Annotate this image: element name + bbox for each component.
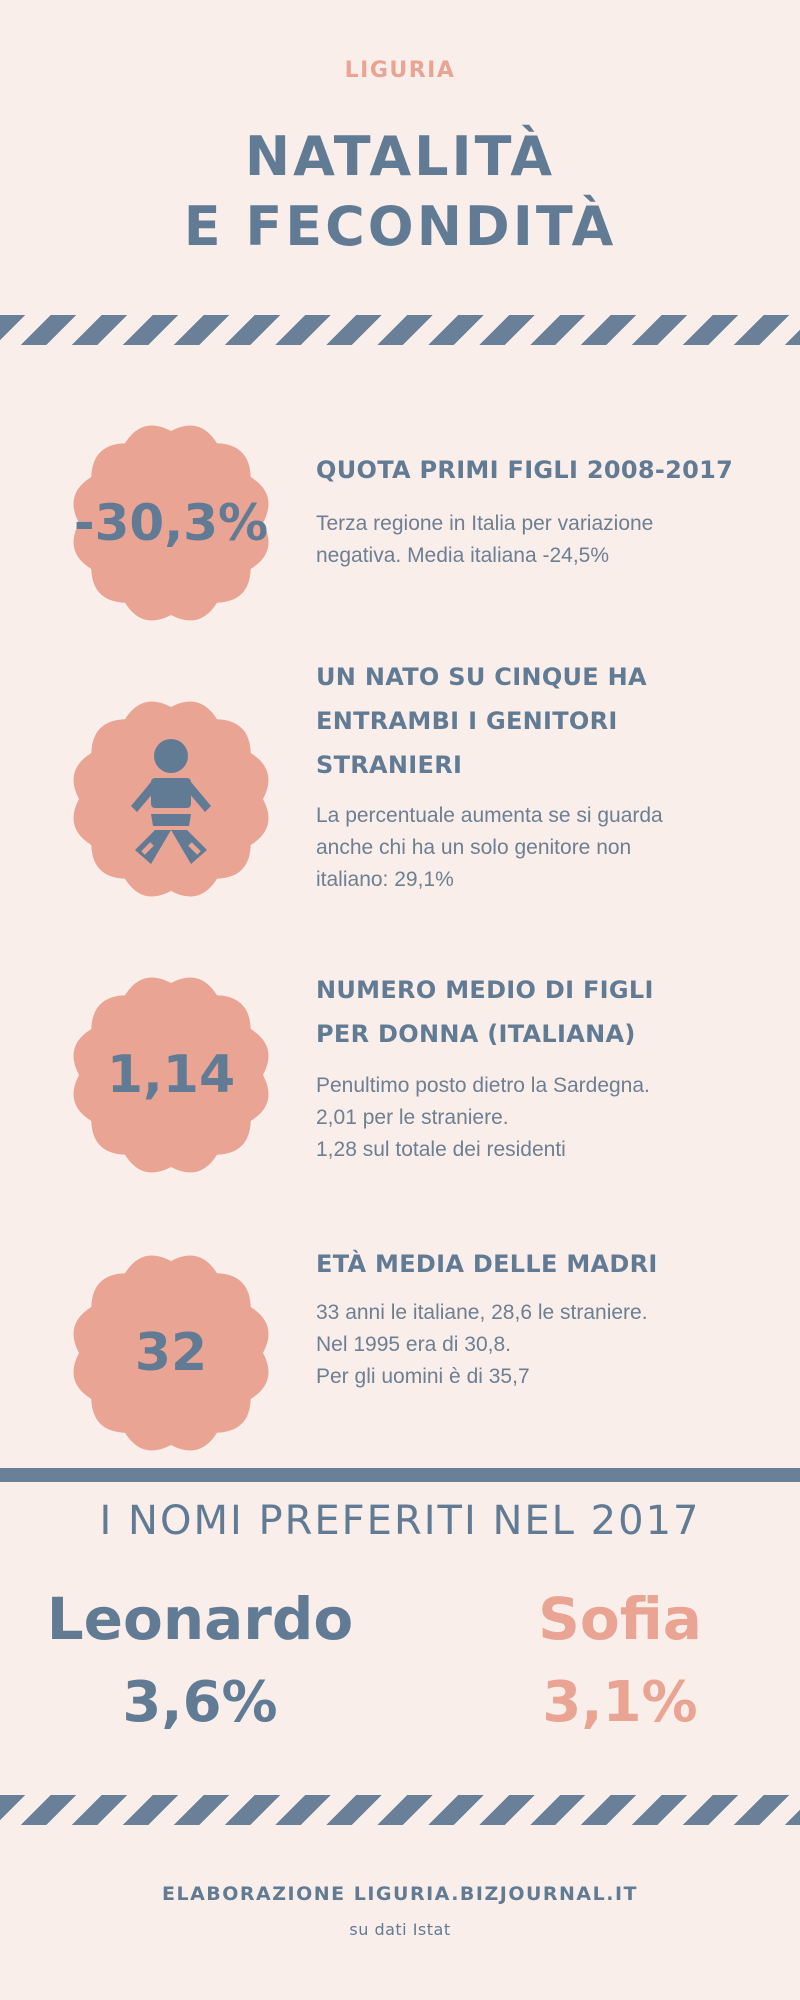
stat-title: NUMERO MEDIO DI FIGLI PER DONNA (ITALIAN… bbox=[316, 968, 776, 1056]
page-title-line-2: E FECONDITÀ bbox=[183, 195, 617, 258]
stat-description: Penultimo posto dietro la Sardegna. 2,01… bbox=[316, 1070, 776, 1166]
stat-description-line: anche chi ha un solo genitore non bbox=[316, 836, 632, 859]
scalloped-badge-shape bbox=[73, 977, 269, 1173]
stat-title-line: QUOTA PRIMI FIGLI 2008-2017 bbox=[316, 456, 734, 484]
male-name-percentage: 3,6% bbox=[122, 1670, 278, 1735]
baby-icon bbox=[131, 739, 211, 864]
stat-title: UN NATO SU CINQUE HA ENTRAMBI I GENITORI… bbox=[316, 655, 776, 787]
region-label: LIGURIA bbox=[344, 58, 456, 83]
stat-title-line: PER DONNA (ITALIANA) bbox=[316, 1020, 636, 1048]
stat-description-line: 2,01 per le straniere. bbox=[316, 1106, 509, 1129]
footer-credit: ELABORAZIONE LIGURIA.BIZJOURNAL.IT bbox=[162, 1883, 638, 1905]
names-heading: I NOMI PREFERITI NEL 2017 bbox=[99, 1498, 701, 1544]
stat-badge-value: 32 bbox=[134, 1323, 208, 1383]
scalloped-badge-shape bbox=[73, 425, 269, 621]
stat-description-line: 33 anni le italiane, 28,6 le straniere. bbox=[316, 1301, 648, 1324]
stat-description-line: 1,28 sul totale dei residenti bbox=[316, 1138, 566, 1161]
stat-badge-value: 1,14 bbox=[106, 1045, 236, 1105]
scalloped-badge-shape bbox=[73, 1255, 269, 1451]
stat-title: QUOTA PRIMI FIGLI 2008-2017 bbox=[316, 448, 776, 492]
stat-description-line: La percentuale aumenta se si guarda bbox=[316, 804, 663, 827]
female-name: Sofia bbox=[538, 1585, 702, 1653]
stat-description-line: Per gli uomini è di 35,7 bbox=[316, 1365, 530, 1388]
stat-title-line: NUMERO MEDIO DI FIGLI bbox=[316, 976, 654, 1004]
stripe-divider-bottom bbox=[0, 1795, 800, 1825]
stat-description-line: Penultimo posto dietro la Sardegna. bbox=[316, 1074, 650, 1097]
stat-description: Terza regione in Italia per variazione n… bbox=[316, 508, 776, 572]
footer-source: su dati Istat bbox=[349, 1920, 451, 1939]
stat-description: La percentuale aumenta se si guarda anch… bbox=[316, 800, 776, 896]
stat-description-line: negativa. Media italiana -24,5% bbox=[316, 544, 610, 567]
stat-description: 33 anni le italiane, 28,6 le straniere. … bbox=[316, 1297, 776, 1393]
stat-description-line: Terza regione in Italia per variazione bbox=[316, 512, 654, 535]
stat-badge: 1,14 bbox=[66, 970, 276, 1180]
female-name-percentage: 3,1% bbox=[542, 1670, 698, 1735]
stat-badge: -30,3% bbox=[66, 418, 276, 628]
stat-badge: 32 bbox=[66, 1248, 276, 1458]
stat-title-line: STRANIERI bbox=[316, 751, 463, 779]
stat-title: ETÀ MEDIA DELLE MADRI bbox=[316, 1242, 776, 1286]
stat-description-line: Nel 1995 era di 30,8. bbox=[316, 1333, 511, 1356]
section-divider bbox=[0, 1468, 800, 1482]
stat-title-line: ETÀ MEDIA DELLE MADRI bbox=[316, 1250, 658, 1278]
page-title-line-1: NATALITÀ bbox=[244, 125, 556, 188]
stat-badge bbox=[66, 694, 276, 904]
male-name: Leonardo bbox=[46, 1585, 354, 1653]
stat-title-line: ENTRAMBI I GENITORI bbox=[316, 707, 618, 735]
stat-title-line: UN NATO SU CINQUE HA bbox=[316, 663, 647, 691]
stat-badge-value: -30,3% bbox=[73, 494, 269, 552]
stat-description-line: italiano: 29,1% bbox=[316, 868, 454, 891]
stripe-divider-top bbox=[0, 315, 800, 345]
